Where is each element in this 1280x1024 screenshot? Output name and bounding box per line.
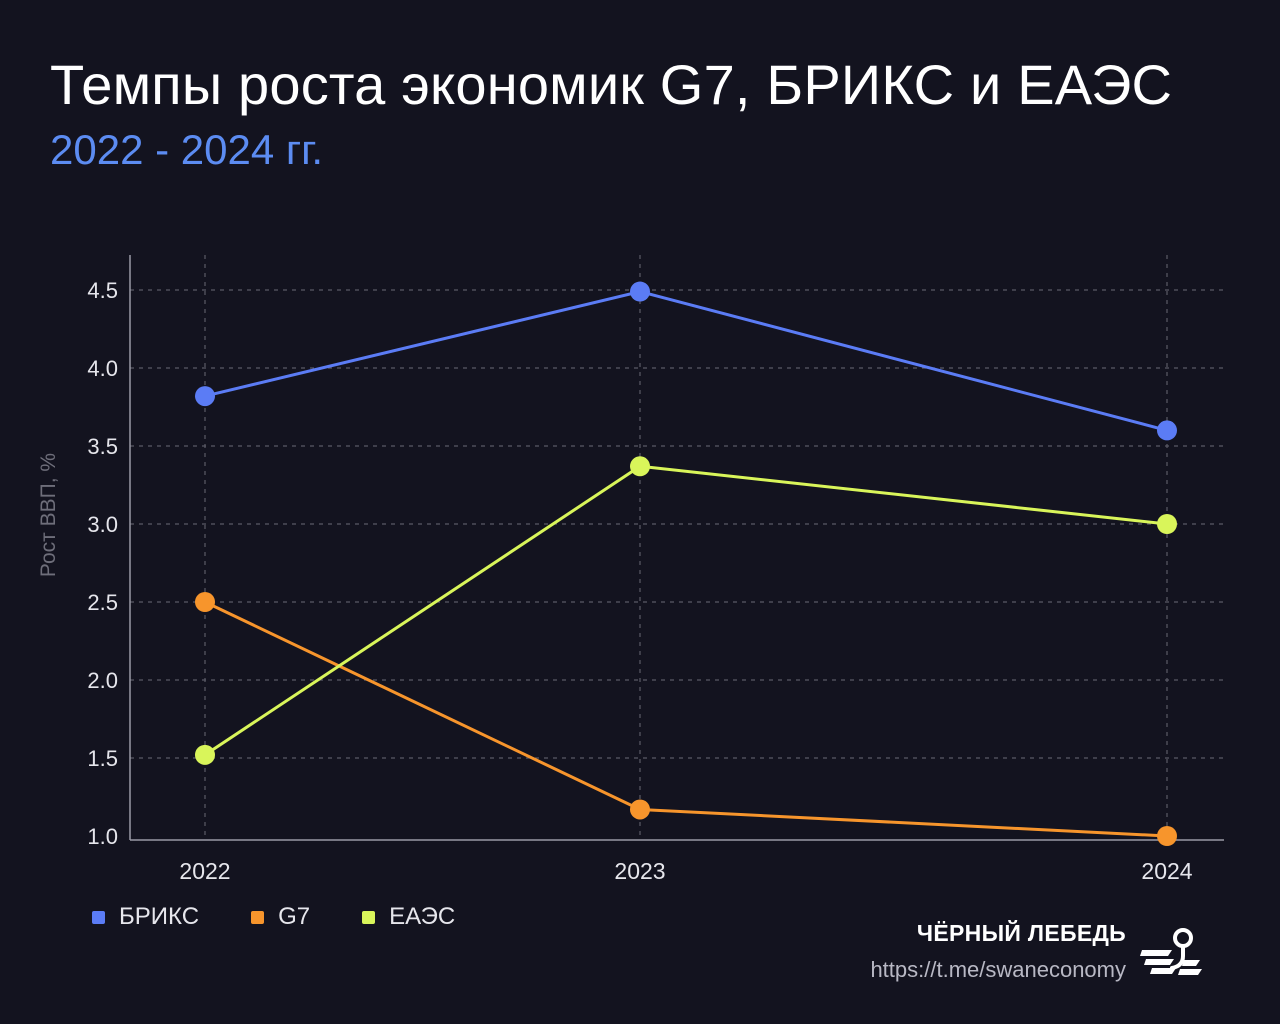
x-tick-label: 2023 — [614, 858, 665, 884]
data-point-eaeu — [195, 744, 215, 765]
series-line-eaeu — [203, 464, 1169, 757]
data-point-brics — [630, 281, 650, 302]
y-tick-label: 1.5 — [87, 746, 118, 771]
legend-swatch-g7 — [251, 910, 265, 924]
series-line-brics — [203, 290, 1169, 432]
y-tick-label: 3.0 — [87, 512, 118, 537]
data-point-g7 — [630, 799, 650, 820]
data-point-brics — [195, 386, 215, 407]
y-tick-label: 1.0 — [87, 824, 118, 849]
legend-swatch-eaeu — [362, 910, 376, 924]
brand-url[interactable]: https://t.me/swaneconomy — [870, 957, 1126, 982]
page-title: Темпы роста экономик G7, БРИКС и ЕАЭС — [50, 53, 1173, 116]
data-point-eaeu — [1157, 514, 1177, 534]
legend-item-g7: G7 — [251, 903, 310, 931]
brand-name: ЧЁРНЫЙ ЛЕБЕДЬ — [916, 920, 1126, 946]
chart-series — [195, 281, 1177, 846]
legend-item-brics: БРИКС — [92, 903, 199, 931]
y-axis-label: Рост ВВП, % — [37, 453, 60, 577]
x-tick-label: 2024 — [1141, 858, 1192, 884]
y-tick-label: 2.5 — [87, 590, 118, 615]
legend-label-g7: G7 — [278, 903, 311, 930]
y-tick-label: 3.5 — [87, 434, 118, 459]
data-point-g7 — [1157, 826, 1177, 846]
chart-legend: БРИКС G7 ЕАЭС — [92, 903, 507, 931]
data-point-eaeu — [630, 456, 650, 477]
legend-swatch-brics — [92, 910, 105, 924]
y-tick-label: 2.0 — [87, 668, 118, 693]
y-tick-label: 4.5 — [87, 278, 118, 303]
black-swan-logo-icon — [1140, 928, 1202, 975]
brand-block: ЧЁРНЫЙ ЛЕБЕДЬ https://t.me/swaneconomy — [870, 920, 1126, 983]
series-line-g7 — [203, 600, 1169, 838]
y-tick-label: 4.0 — [87, 356, 118, 381]
data-point-g7 — [195, 592, 215, 612]
data-point-brics — [1157, 420, 1177, 441]
legend-item-eaeu: ЕАЭС — [362, 903, 455, 931]
legend-label-eaeu: ЕАЭС — [389, 903, 456, 930]
chart-grid — [130, 255, 1224, 840]
legend-label-brics: БРИКС — [119, 903, 200, 930]
chart-axes: 1.0 1.5 2.0 2.5 3.0 3.5 4.0 4.5 2022 2023 2024 — [87, 255, 1224, 884]
x-tick-label: 2022 — [179, 858, 230, 884]
page-subtitle: 2022 - 2024 гг. — [50, 126, 324, 173]
